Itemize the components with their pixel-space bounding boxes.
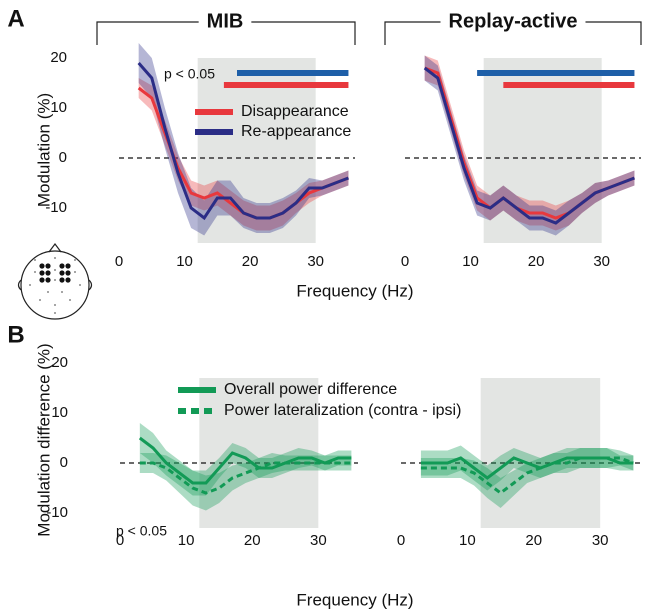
legend-label: Disappearance <box>241 103 349 120</box>
error-band <box>424 55 635 231</box>
x-tick-label: 0 <box>401 253 409 270</box>
x-tick-label: 20 <box>242 253 259 270</box>
x-tick-label: 0 <box>115 253 123 270</box>
legend-label: Overall power difference <box>224 381 397 398</box>
shaded-region <box>480 378 601 528</box>
line <box>423 66 635 225</box>
shaded-region <box>199 378 319 528</box>
y-tick-label: 10 <box>51 404 68 421</box>
y-tick-label: 10 <box>50 99 67 116</box>
chart-title: MIB <box>207 10 244 32</box>
title-backdrop <box>440 10 586 33</box>
y-tick-label: 20 <box>50 49 67 66</box>
significance-bar <box>477 70 635 76</box>
error-band <box>139 453 352 511</box>
x-tick-label: 30 <box>593 253 610 270</box>
x-tick-label: 20 <box>244 532 261 549</box>
y-tick-label: 20 <box>51 354 68 371</box>
significance-bar <box>223 82 349 88</box>
y-tick-label: 0 <box>60 454 68 471</box>
shaded-region <box>197 58 316 243</box>
x-tick-label: 30 <box>592 532 609 549</box>
x-tick-label: 0 <box>116 532 124 549</box>
error-band <box>420 448 634 508</box>
y-axis-label: Modulation difference (%) <box>34 343 53 536</box>
x-tick-label: 10 <box>459 532 476 549</box>
x-axis-label: Frequency (Hz) <box>296 590 413 609</box>
x-tick-label: 10 <box>176 253 193 270</box>
annotation: p < 0.05 <box>164 66 215 82</box>
significance-bar <box>237 70 349 76</box>
line <box>139 461 352 495</box>
legend-label: Re-appearance <box>241 123 351 140</box>
x-tick-label: 10 <box>462 253 479 270</box>
significance-bar <box>503 82 635 88</box>
legend-label: Power lateralization (contra - ipsi) <box>224 402 461 419</box>
line <box>138 436 352 485</box>
head-icon <box>17 243 93 320</box>
x-tick-label: 20 <box>528 253 545 270</box>
x-tick-label: 10 <box>178 532 195 549</box>
y-axis-label: Modulation (%) <box>34 93 53 207</box>
error-band <box>424 55 635 236</box>
x-axis-label: Frequency (Hz) <box>296 281 413 300</box>
y-tick-label: -10 <box>46 504 68 521</box>
x-tick-label: 30 <box>310 532 327 549</box>
x-tick-label: 0 <box>397 532 405 549</box>
panel-label: B <box>7 321 24 348</box>
annotation: p < 0.05 <box>116 523 167 539</box>
y-tick-label: 0 <box>59 149 67 166</box>
line <box>137 62 349 221</box>
line <box>420 456 634 495</box>
panel-label: A <box>7 5 24 32</box>
x-tick-label: 30 <box>307 253 324 270</box>
x-tick-label: 20 <box>525 532 542 549</box>
y-tick-label: -10 <box>45 199 67 216</box>
title-backdrop <box>198 10 252 33</box>
chart-title: Replay-active <box>449 10 578 32</box>
